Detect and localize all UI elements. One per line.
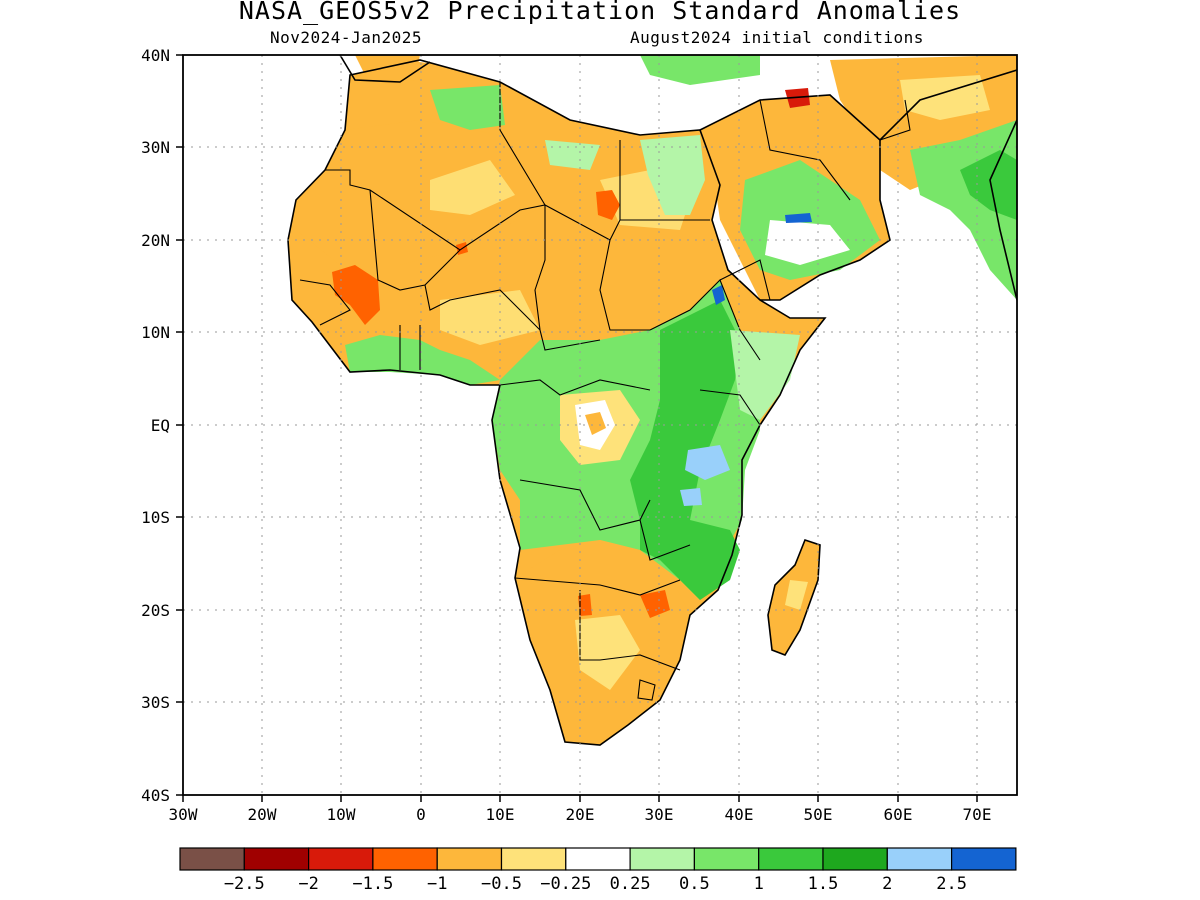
colorbar-swatch [886,847,953,871]
lon-label: 50E [804,805,833,824]
colorbar-label: 1 [754,874,764,894]
colorbar: −2.5 −2 −1.5 −1 −0.5 −0.25 0.25 0.5 1 1.5 2 2.5 [179,847,1017,894]
region-kenya-tanzania [730,330,800,420]
lat-label: EQ [151,416,170,435]
region-europe [340,55,700,100]
lon-label: 10E [486,805,515,824]
graticule [183,55,1017,795]
region-southern-pale [575,615,640,690]
colorbar-swatch [436,847,503,871]
colorbar-label: −2 [298,874,318,894]
region-tanzania-blue [680,488,702,506]
coastlines [287,55,1017,746]
colorbar-label: −1.5 [352,874,393,894]
region-ethiopia-core [712,285,725,305]
region-india-strong [960,150,1017,220]
region-sahel-pale-3 [440,290,540,345]
colorbar-swatch [243,847,310,871]
lat-label: 30N [141,138,170,157]
colorbar-swatch [179,847,245,871]
colorbar-label: 2.5 [936,874,967,894]
region-arabia-blue [785,213,812,223]
colorbar-label: 0.5 [679,874,710,894]
colorbar-label: 2 [882,874,892,894]
region-egypt-nile [640,135,705,215]
colorbar-label: −0.25 [540,874,591,894]
colorbar-swatch [500,847,567,871]
region-europe-green [640,55,760,85]
longitude-labels: 30W 20W 10W 0 10E 20E 30E 40E 50E 60E 70… [169,805,992,824]
colorbar-label: 0.25 [610,874,651,894]
lat-label: 20N [141,231,170,250]
tick-marks [176,54,978,802]
region-iran-pale [900,75,990,120]
region-mediterranean-wet [545,140,600,170]
lon-label: 20E [566,805,595,824]
colorbar-label: −1 [427,874,447,894]
region-sahel-pale [430,160,515,215]
colorbar-swatch [308,847,374,871]
region-east-africa [630,300,740,540]
region-gulf-guinea [345,335,500,385]
forecast-period: Nov2024-Jan2025 [270,28,422,47]
lon-label: 40E [725,805,754,824]
colorbar-swatch [758,847,824,871]
country-borders [299,82,911,701]
colorbar-swatch [565,847,631,871]
region-madagascar-pale [785,580,808,610]
region-congo-orange [585,412,606,435]
region-botswana-core [578,594,592,616]
colorbar-swatch [372,847,438,871]
colorbar-swatch [693,847,760,871]
chart-title: NASA_GEOS5v2 Precipitation Standard Anom… [238,0,962,25]
lon-label: 0 [416,805,426,824]
lat-label: 10S [141,508,170,527]
lat-label: 20S [141,601,170,620]
region-libya-core [596,190,620,220]
colorbar-label: 1.5 [808,874,839,894]
region-maghreb-wet [430,85,505,130]
lon-label: 30W [169,805,198,824]
latitude-labels: 40N 30N 20N 10N EQ 10S 20S 30S 40S [141,46,170,805]
lat-label: 30S [141,693,170,712]
map-area [183,55,1017,795]
colorbar-swatch [629,847,695,871]
colorbar-label: −2.5 [224,874,265,894]
colorbar-label: −0.5 [481,874,522,894]
initial-conditions: August2024 initial conditions [630,28,924,47]
lon-label: 70E [963,805,992,824]
colorbar-swatch [950,847,1017,871]
lat-label: 10N [141,323,170,342]
region-zimbabwe-core [640,590,670,618]
region-zambia-mozambique [640,520,740,600]
lon-label: 10W [327,805,356,824]
lon-label: 20W [248,805,277,824]
region-lake-victoria-blue [685,445,730,480]
lat-label: 40N [141,46,170,65]
colorbar-swatch [822,847,888,871]
lat-label: 40S [141,786,170,805]
region-mali-core [332,265,380,325]
region-iberia [355,55,420,85]
region-arabia-white [765,220,850,265]
lon-label: 60E [884,805,913,824]
lon-label: 30E [645,805,674,824]
